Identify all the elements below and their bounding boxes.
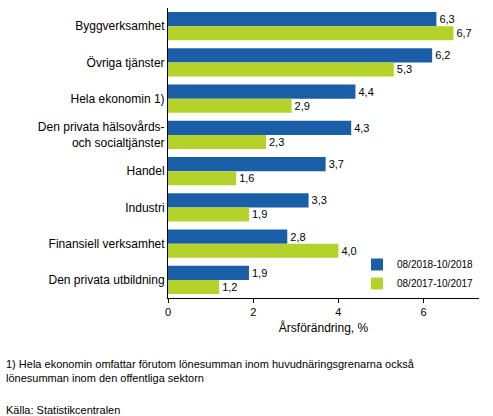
- svg-text:2,9: 2,9: [295, 100, 310, 112]
- svg-text:6,3: 6,3: [439, 13, 454, 25]
- svg-text:4,4: 4,4: [358, 86, 373, 98]
- svg-text:1,2: 1,2: [222, 281, 237, 293]
- svg-text:Byggverksamhet: Byggverksamhet: [75, 19, 165, 33]
- svg-text:6,7: 6,7: [456, 27, 471, 39]
- svg-text:08/2017-10/2017: 08/2017-10/2017: [397, 278, 473, 289]
- svg-text:Källa: Statistikcentralen: Källa: Statistikcentralen: [6, 404, 120, 416]
- svg-text:3,3: 3,3: [312, 194, 327, 206]
- svg-text:0: 0: [165, 306, 171, 318]
- svg-text:1) Hela ekonomin omfattar föru: 1) Hela ekonomin omfattar förutom lönesu…: [6, 358, 415, 384]
- svg-text:2: 2: [250, 306, 256, 318]
- svg-text:08/2018-10/2018: 08/2018-10/2018: [397, 259, 473, 270]
- svg-text:1,9: 1,9: [252, 208, 267, 220]
- svg-text:3,7: 3,7: [329, 158, 344, 170]
- svg-text:2,3: 2,3: [269, 136, 284, 148]
- svg-text:6: 6: [421, 306, 427, 318]
- svg-text:4: 4: [335, 306, 341, 318]
- svg-text:4,0: 4,0: [341, 245, 356, 257]
- svg-text:Årsförändring, %: Årsförändring, %: [279, 320, 369, 335]
- svg-text:1,6: 1,6: [239, 172, 254, 184]
- svg-text:Finansiell verksamhet: Finansiell verksamhet: [49, 237, 166, 251]
- svg-text:6,2: 6,2: [435, 49, 450, 61]
- svg-text:5,3: 5,3: [397, 63, 412, 75]
- svg-text:Industri: Industri: [125, 201, 164, 215]
- svg-text:Handel: Handel: [127, 164, 165, 178]
- svg-text:Den privata hälsovårds-och soc: Den privata hälsovårds-och socialtjänste…: [38, 120, 165, 150]
- svg-text:2,8: 2,8: [290, 231, 305, 243]
- svg-text:4,3: 4,3: [354, 122, 369, 134]
- svg-text:Hela ekonomin 1): Hela ekonomin 1): [71, 92, 165, 106]
- svg-text:Övriga tjänster: Övriga tjänster: [87, 56, 165, 70]
- svg-text:Den privata utbildning: Den privata utbildning: [49, 273, 165, 287]
- svg-text:1,9: 1,9: [252, 267, 267, 279]
